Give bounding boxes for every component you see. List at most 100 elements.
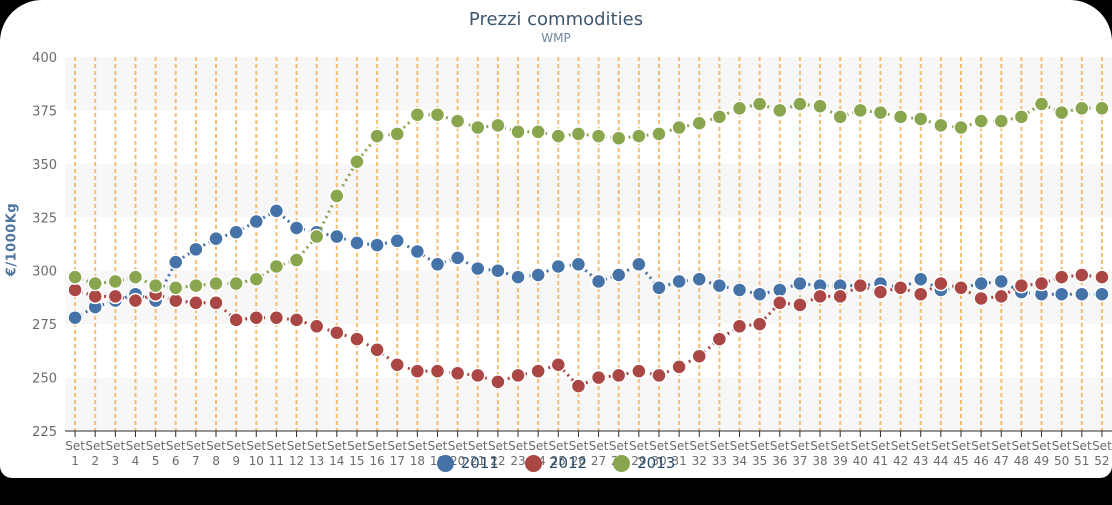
data-point-2012[interactable] bbox=[530, 363, 546, 379]
data-point-2013[interactable] bbox=[711, 109, 728, 125]
data-point-2013[interactable] bbox=[288, 252, 305, 268]
data-point-2013[interactable] bbox=[852, 102, 869, 119]
data-point-2011[interactable] bbox=[1074, 286, 1090, 302]
data-point-2012[interactable] bbox=[631, 363, 647, 379]
data-point-2013[interactable] bbox=[731, 100, 748, 117]
data-point-2011[interactable] bbox=[610, 267, 627, 283]
data-point-2013[interactable] bbox=[67, 269, 83, 285]
data-point-2012[interactable] bbox=[872, 284, 889, 300]
data-point-2012[interactable] bbox=[308, 318, 325, 335]
data-point-2011[interactable] bbox=[590, 273, 607, 290]
data-point-2011[interactable] bbox=[792, 275, 808, 292]
data-point-2011[interactable] bbox=[912, 271, 929, 288]
data-point-2011[interactable] bbox=[248, 213, 265, 230]
data-point-2013[interactable] bbox=[208, 275, 224, 292]
data-point-2013[interactable] bbox=[127, 269, 144, 285]
data-point-2011[interactable] bbox=[731, 282, 748, 298]
data-point-2013[interactable] bbox=[751, 96, 768, 112]
data-point-2012[interactable] bbox=[490, 374, 506, 390]
data-point-2012[interactable] bbox=[1074, 267, 1090, 283]
data-point-2012[interactable] bbox=[1033, 275, 1050, 292]
data-point-2012[interactable] bbox=[953, 280, 969, 296]
data-point-2013[interactable] bbox=[953, 119, 969, 136]
data-point-2012[interactable] bbox=[933, 275, 949, 292]
data-point-2012[interactable] bbox=[852, 277, 869, 294]
data-point-2013[interactable] bbox=[530, 124, 546, 140]
data-point-2011[interactable] bbox=[1053, 286, 1070, 302]
data-point-2011[interactable] bbox=[711, 277, 728, 294]
data-point-2011[interactable] bbox=[973, 275, 989, 292]
data-point-2011[interactable] bbox=[389, 233, 405, 249]
data-point-2012[interactable] bbox=[671, 359, 687, 375]
data-point-2013[interactable] bbox=[550, 128, 567, 144]
data-point-2012[interactable] bbox=[329, 324, 345, 341]
data-point-2012[interactable] bbox=[912, 286, 929, 302]
data-point-2011[interactable] bbox=[349, 235, 365, 251]
data-point-2013[interactable] bbox=[188, 277, 204, 294]
data-point-2013[interactable] bbox=[329, 188, 345, 204]
data-point-2012[interactable] bbox=[892, 280, 909, 296]
data-point-2011[interactable] bbox=[691, 271, 707, 288]
data-point-2012[interactable] bbox=[590, 369, 607, 386]
data-point-2013[interactable] bbox=[993, 113, 1010, 129]
data-point-2012[interactable] bbox=[510, 367, 526, 384]
data-point-2013[interactable] bbox=[792, 96, 808, 112]
data-point-2011[interactable] bbox=[288, 220, 305, 236]
data-point-2012[interactable] bbox=[832, 288, 848, 305]
data-point-2012[interactable] bbox=[1053, 269, 1070, 285]
data-point-2011[interactable] bbox=[449, 250, 466, 266]
data-point-2013[interactable] bbox=[691, 115, 707, 132]
data-point-2013[interactable] bbox=[872, 104, 889, 121]
data-point-2011[interactable] bbox=[167, 254, 184, 270]
data-point-2012[interactable] bbox=[167, 292, 184, 309]
data-point-2011[interactable] bbox=[550, 258, 567, 275]
data-point-2011[interactable] bbox=[208, 230, 224, 247]
data-point-2012[interactable] bbox=[389, 356, 405, 373]
data-point-2013[interactable] bbox=[671, 119, 687, 136]
data-point-2012[interactable] bbox=[228, 312, 244, 328]
data-point-2012[interactable] bbox=[812, 288, 828, 305]
data-point-2013[interactable] bbox=[510, 124, 526, 140]
data-point-2012[interactable] bbox=[67, 282, 83, 298]
data-point-2013[interactable] bbox=[590, 128, 607, 144]
data-point-2012[interactable] bbox=[208, 295, 224, 311]
data-point-2012[interactable] bbox=[1013, 277, 1030, 294]
data-point-2013[interactable] bbox=[268, 258, 285, 275]
data-point-2012[interactable] bbox=[550, 356, 567, 373]
data-point-2013[interactable] bbox=[610, 130, 627, 146]
data-point-2013[interactable] bbox=[1074, 100, 1090, 117]
data-point-2011[interactable] bbox=[369, 237, 385, 253]
data-point-2013[interactable] bbox=[470, 119, 486, 136]
data-point-2012[interactable] bbox=[691, 348, 707, 364]
data-point-2013[interactable] bbox=[1013, 109, 1030, 125]
data-point-2013[interactable] bbox=[892, 109, 909, 125]
data-point-2012[interactable] bbox=[570, 378, 587, 394]
data-point-2012[interactable] bbox=[429, 363, 446, 379]
data-point-2012[interactable] bbox=[449, 365, 466, 382]
data-point-2011[interactable] bbox=[671, 273, 687, 290]
data-point-2011[interactable] bbox=[470, 260, 486, 277]
data-point-2013[interactable] bbox=[832, 109, 848, 125]
data-point-2013[interactable] bbox=[933, 117, 949, 134]
data-point-2013[interactable] bbox=[147, 277, 164, 294]
data-point-2013[interactable] bbox=[1053, 104, 1070, 121]
data-point-2011[interactable] bbox=[993, 273, 1010, 290]
data-point-2012[interactable] bbox=[127, 292, 144, 309]
data-point-2013[interactable] bbox=[912, 111, 929, 127]
data-point-2011[interactable] bbox=[631, 256, 647, 273]
data-point-2012[interactable] bbox=[993, 288, 1010, 305]
data-point-2013[interactable] bbox=[429, 106, 446, 123]
data-point-2011[interactable] bbox=[1094, 286, 1110, 302]
data-point-2013[interactable] bbox=[1033, 96, 1050, 112]
data-point-2012[interactable] bbox=[1094, 269, 1110, 285]
data-point-2013[interactable] bbox=[167, 280, 184, 296]
data-point-2011[interactable] bbox=[772, 282, 788, 298]
data-point-2012[interactable] bbox=[711, 331, 728, 347]
data-point-2012[interactable] bbox=[610, 367, 627, 384]
data-point-2012[interactable] bbox=[349, 331, 365, 347]
data-point-2013[interactable] bbox=[369, 128, 385, 144]
data-point-2011[interactable] bbox=[530, 267, 546, 283]
data-point-2012[interactable] bbox=[731, 318, 748, 335]
data-point-2013[interactable] bbox=[87, 275, 103, 292]
data-point-2012[interactable] bbox=[792, 297, 808, 313]
